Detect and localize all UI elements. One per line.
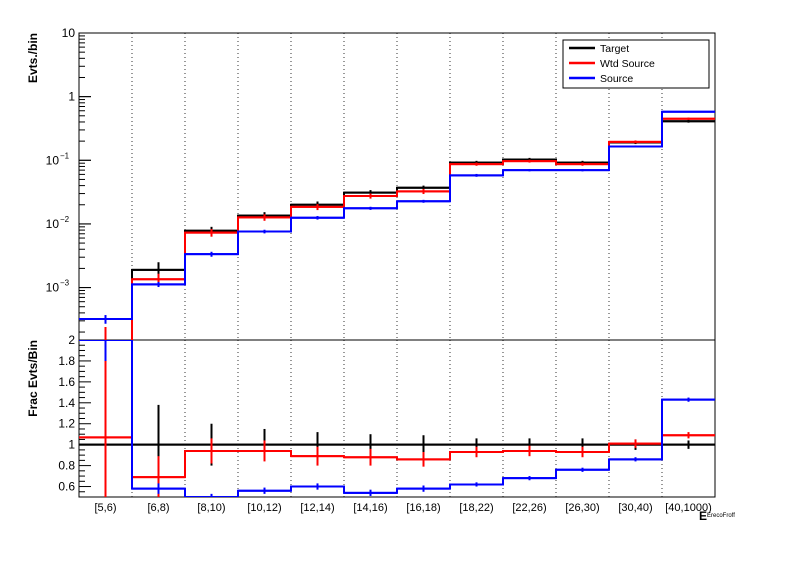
x-tick-label: [8,10) [197,502,225,514]
y-tick-exponent-top: −2 [60,215,70,224]
top-series-line-wtd-source [131,117,715,340]
top-series-line-target [131,120,715,340]
legend-label: Target [600,43,629,55]
y-axis-label-bottom: Frac Evts/Bin [26,340,40,417]
y-tick-label-bottom: 2 [68,333,75,347]
legend-label: Source [600,73,633,85]
x-tick-label: [40,1000) [665,502,711,514]
x-tick-label: [12,14) [300,502,334,514]
x-tick-label: [10,12) [247,502,281,514]
x-tick-label: [22,26) [512,502,546,514]
y-tick-label-bottom: 1.8 [58,354,75,368]
bottom-histograms [79,340,715,497]
x-tick-label: [16,18) [406,502,440,514]
legend: Target Wtd Source Source [562,39,710,89]
y-tick-label-bottom: 1 [68,438,75,452]
y-tick-label-top: 1 [68,90,75,104]
y-tick-label-top: 10 [46,153,60,167]
y-axis-label-top: Evts./bin [26,33,40,83]
y-tick-label-bottom: 0.6 [58,480,75,494]
x-tick-label: [14,16) [353,502,387,514]
x-tick-label: [30,40) [618,502,652,514]
y-tick-exponent-top: −1 [60,151,70,160]
x-tick-label: [26,30) [565,502,599,514]
x-axis-label-subscript: ErecoFroff [707,513,735,519]
y-tick-exponent-top: −3 [60,279,70,288]
y-tick-label-bottom: 1.6 [58,375,75,389]
x-tick-label: [5,6) [94,502,116,514]
y-tick-label-top: 10 [46,217,60,231]
y-tick-label-bottom: 1.2 [58,417,75,431]
y-tick-label-top: 10 [46,281,60,295]
y-tick-label-bottom: 0.8 [58,459,75,473]
top-histograms [79,110,715,340]
bottom-series-line-source [79,340,715,497]
x-axis-label: E [699,509,707,523]
x-tick-label: [6,8) [147,502,169,514]
y-tick-label-bottom: 1.4 [58,396,75,410]
bottom-plot-frame [78,339,716,498]
legend-label: Wtd Source [600,58,655,70]
x-tick-label: [18,22) [459,502,493,514]
y-tick-label-top: 10 [62,26,76,40]
